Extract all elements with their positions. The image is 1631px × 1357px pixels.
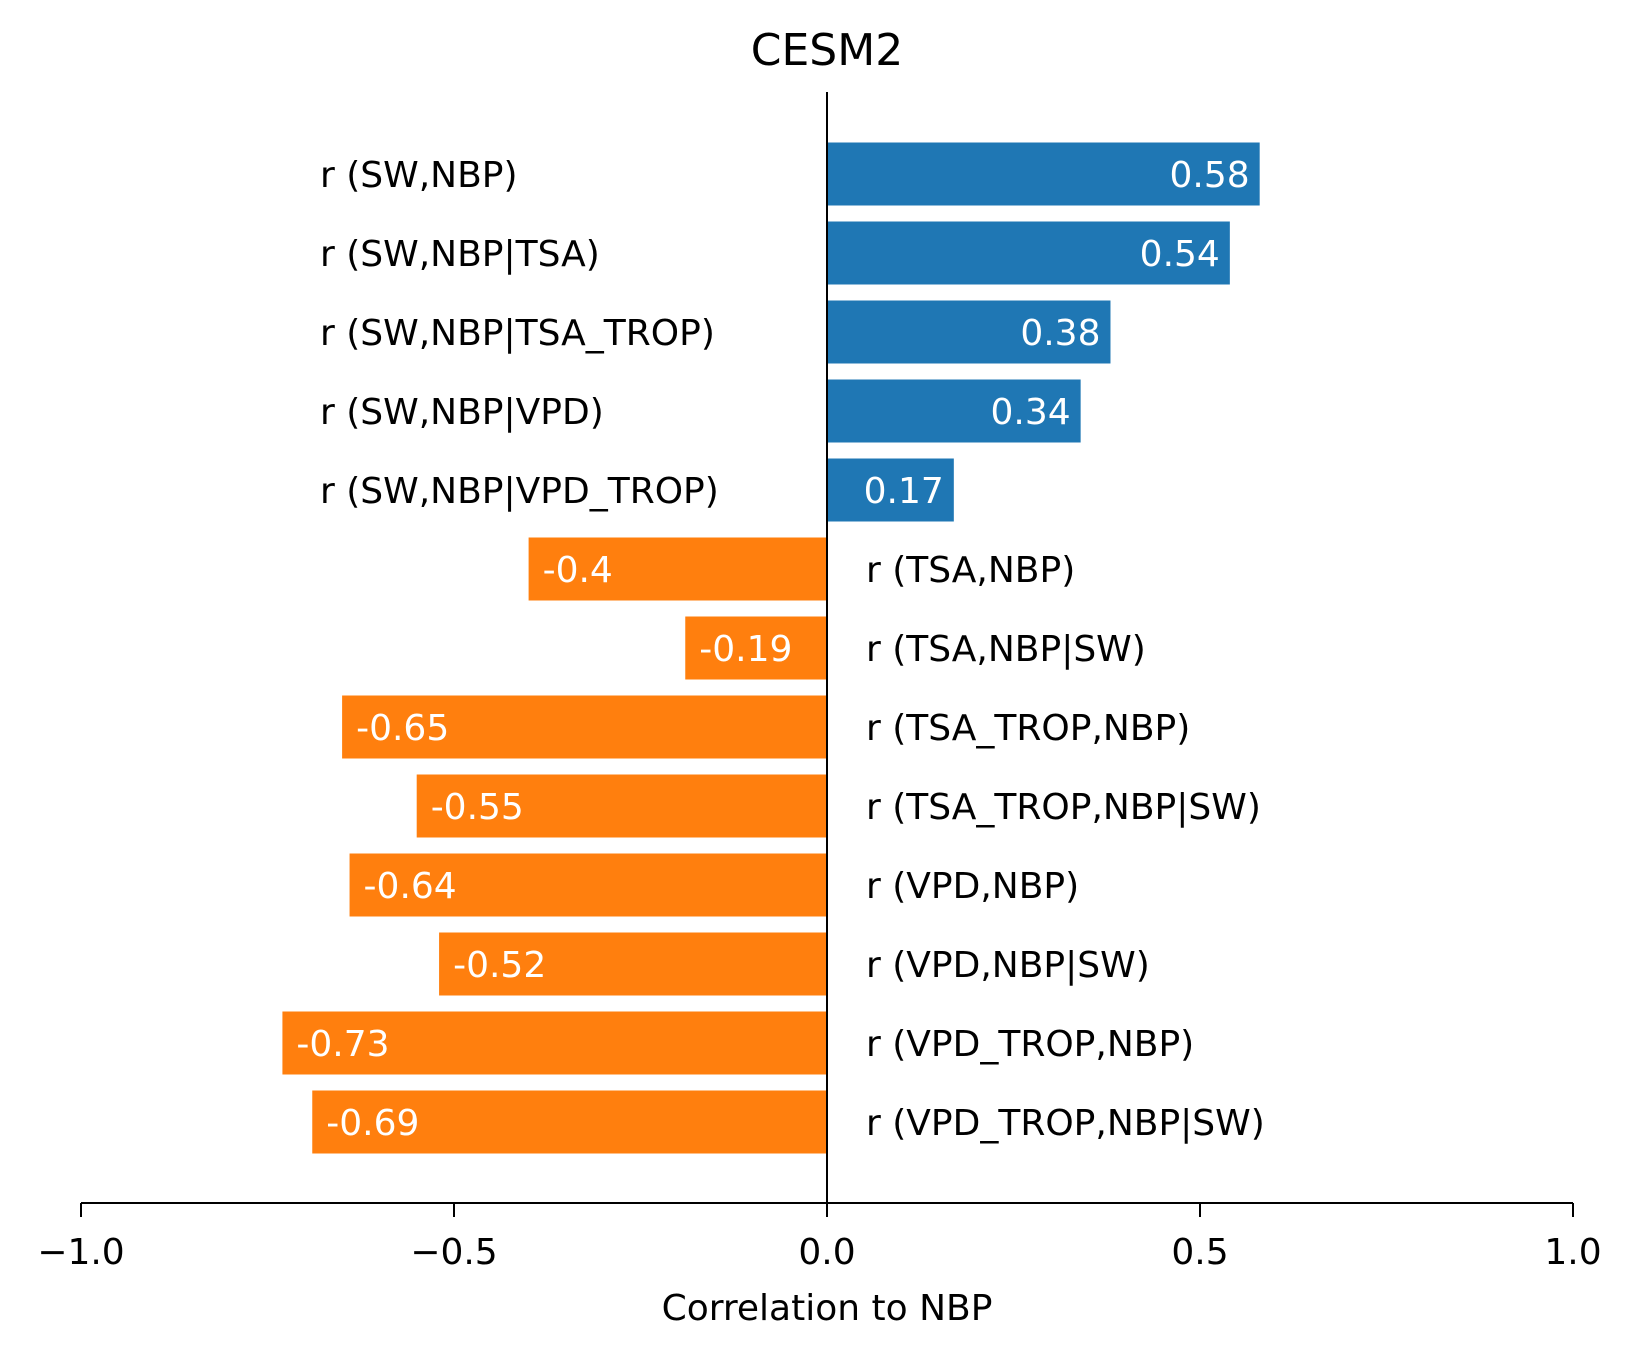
category-label: r (SW,NBP|TSA) [320,234,600,275]
bar-value-label: -0.64 [364,866,457,907]
bar [342,695,827,759]
bar [685,616,827,680]
category-label: r (TSA,NBP|SW) [866,629,1146,670]
category-label: r (SW,NBP|VPD) [320,392,604,433]
bar [439,932,827,996]
bar [827,379,1081,443]
x-tick-label: −1.0 [37,1232,124,1273]
value-labels-group: 0.58 0.54 0.38 0.34 0.17 -0.4 -0.19 -0.65 -0.55 -… [296,155,1249,1144]
x-axis-label: Correlation to NBP [662,1288,993,1329]
category-label: r (TSA_TROP,NBP) [866,708,1190,749]
bar-value-label: 0.38 [1020,313,1100,354]
category-label: r (SW,NBP|TSA_TROP) [320,313,715,354]
bar-value-label: -0.52 [453,945,546,986]
category-label: r (SW,NBP) [320,155,518,196]
bar-value-label: -0.73 [296,1024,389,1065]
category-label: r (VPD_TROP,NBP) [866,1024,1194,1065]
bar [827,221,1230,285]
bar [312,1090,827,1154]
bar [416,774,827,838]
x-axis: −1.0 −0.5 0.0 0.5 1.0 [37,1202,1602,1273]
bar [528,537,827,601]
bar-value-label: 0.54 [1140,234,1220,275]
x-tick-label: 0.0 [798,1232,855,1273]
bar [827,458,954,522]
category-label: r (TSA_TROP,NBP|SW) [866,787,1261,828]
category-label: r (TSA,NBP) [866,550,1075,591]
bars-group [282,142,1260,1154]
bar [827,300,1111,364]
bar [282,1011,827,1075]
bar [349,853,827,917]
bar-value-label: -0.19 [699,629,792,670]
x-tick-label: −0.5 [410,1232,497,1273]
bar-value-label: 0.34 [990,392,1070,433]
category-label: r (SW,NBP|VPD_TROP) [320,471,719,512]
bar-value-label: -0.55 [431,787,524,828]
bar-value-label: -0.4 [543,550,613,591]
bar-value-label: 0.58 [1170,155,1250,196]
category-label: r (VPD,NBP|SW) [866,945,1150,986]
bar [827,142,1260,206]
category-labels-group: r (SW,NBP) r (SW,NBP|TSA) r (SW,NBP|TSA_TR… [320,155,1265,1144]
x-tick-label: 1.0 [1544,1232,1601,1273]
x-tick-label: 0.5 [1171,1232,1228,1273]
category-label: r (VPD_TROP,NBP|SW) [866,1103,1265,1144]
bar-value-label: 0.17 [864,471,944,512]
category-label: r (VPD,NBP) [866,866,1079,907]
bar-value-label: -0.69 [326,1103,419,1144]
bar-value-label: -0.65 [356,708,449,749]
chart-title: CESM2 [751,25,903,76]
